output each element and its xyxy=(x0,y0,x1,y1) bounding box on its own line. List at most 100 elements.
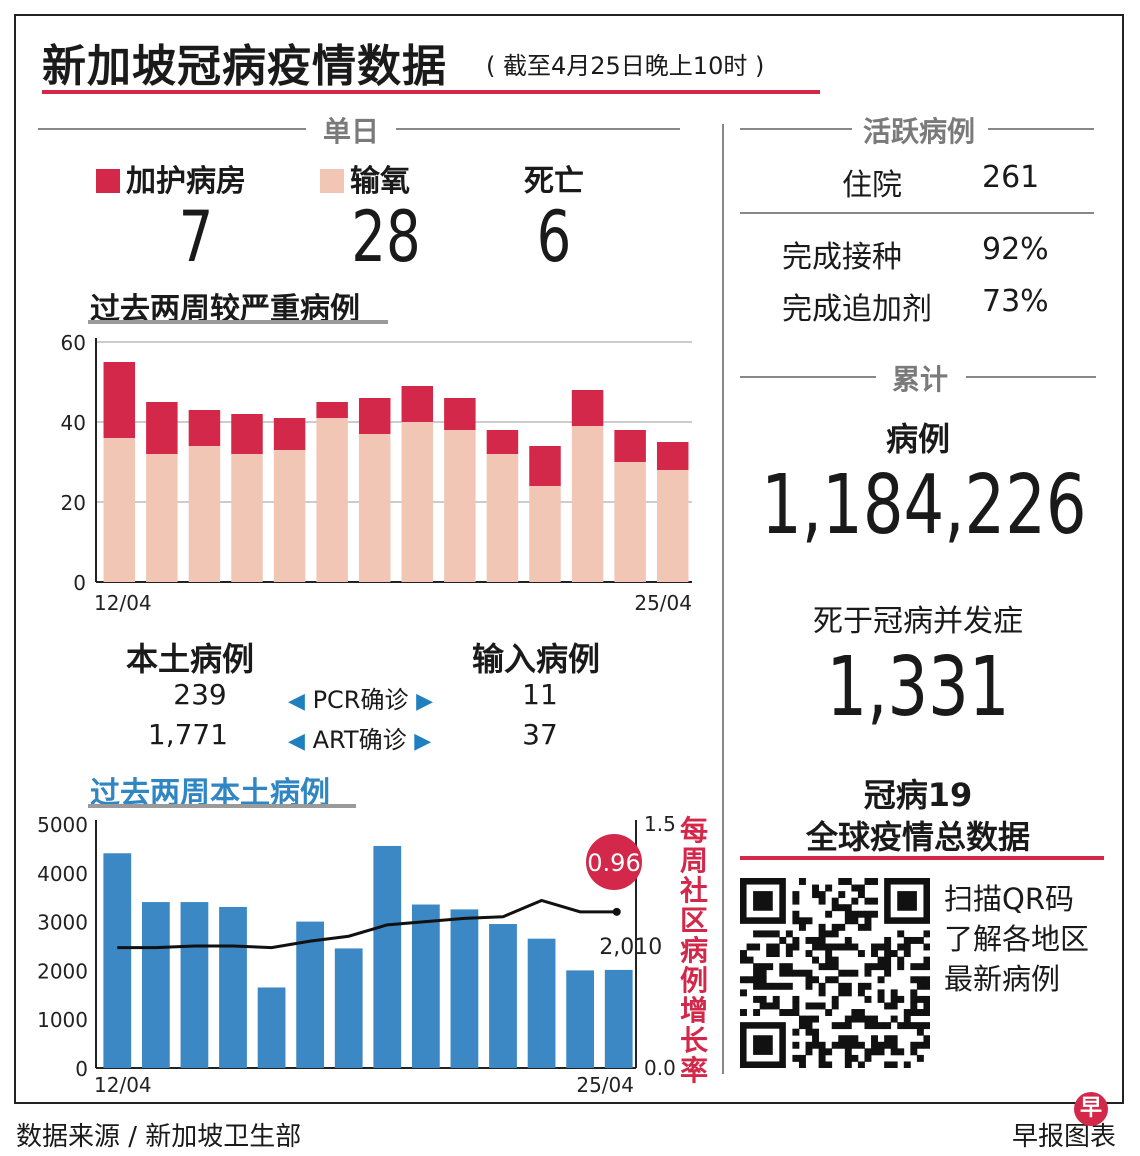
oxygen-legend: 输氧 xyxy=(320,156,410,200)
zaobao-logo-icon: 早 xyxy=(1074,1092,1108,1126)
icu-bar xyxy=(188,410,221,446)
local-cases-bar xyxy=(257,987,286,1068)
vaccination-value: 92% xyxy=(982,232,1049,267)
left-triangle-icon: ◀ xyxy=(288,689,305,714)
local-cases-bar xyxy=(141,902,170,1068)
local-cases-bar xyxy=(296,921,325,1068)
chart2-y-tick: 4000 xyxy=(37,862,88,886)
chart2-y-tick: 3000 xyxy=(37,911,88,935)
cumulative-cases-label: 病例 xyxy=(885,420,950,458)
icu-bar xyxy=(401,386,434,422)
chart1-x-end: 25/04 xyxy=(634,591,692,615)
growth-rate-label: 0.96 xyxy=(587,849,640,877)
vaccination-label: 完成接种 xyxy=(782,240,902,275)
last-bar-label: 2,010 xyxy=(599,935,662,960)
art-method: ◀ ART确诊 ▶ xyxy=(288,726,432,754)
local-cases-bar xyxy=(566,970,595,1068)
oxygen-bar xyxy=(188,446,221,582)
local-cases-bar xyxy=(489,924,517,1068)
oxygen-bar xyxy=(529,486,561,582)
oxygen-bar xyxy=(614,462,646,582)
import-pcr-value: 11 xyxy=(522,678,558,711)
graphic-credit: 早报图表 xyxy=(1012,1122,1117,1152)
cumulative-cases-value: 1,184,226 xyxy=(761,458,1087,553)
imported-cases-label: 输入病例 xyxy=(472,640,601,678)
oxygen-bar xyxy=(444,430,476,582)
active-rule-left xyxy=(740,128,852,130)
chart2-y-tick: 0 xyxy=(75,1057,88,1081)
icu-bar xyxy=(571,390,604,426)
chart1-title-underline xyxy=(88,320,388,324)
cumulative-rule-left xyxy=(740,376,876,378)
active-rule-right xyxy=(988,128,1094,130)
page-title: 新加坡冠病疫情数据 xyxy=(42,41,447,92)
icu-bar xyxy=(231,414,263,454)
chart2-x-start: 12/04 xyxy=(94,1073,152,1097)
local-cases-bar xyxy=(334,948,363,1068)
icu-bar xyxy=(486,430,519,454)
cumulative-rule-right xyxy=(966,376,1096,378)
chart2-y2-tick: 1.5 xyxy=(644,812,676,836)
icu-bar xyxy=(103,362,136,438)
local-pcr-value: 239 xyxy=(173,678,227,711)
right-triangle-icon: ▶ xyxy=(414,729,432,754)
growth-rate-bubble xyxy=(586,834,642,890)
infographic-frame xyxy=(14,14,1124,1104)
qr-code[interactable] xyxy=(740,878,930,1068)
growth-rate-last-point xyxy=(612,907,621,916)
oxygen-value: 28 xyxy=(351,196,421,278)
booster-value: 73% xyxy=(982,284,1049,319)
chart1-y-tick: 60 xyxy=(61,331,86,355)
global-line1: 冠病19 xyxy=(863,776,973,814)
icu-value: 7 xyxy=(178,196,214,278)
growth-rate-line xyxy=(117,898,619,950)
right-triangle-icon: ▶ xyxy=(416,689,434,714)
chart1-y-tick: 20 xyxy=(61,491,86,515)
chart2-y2-tick: 0.0 xyxy=(644,1056,676,1080)
oxygen-bar xyxy=(486,454,519,582)
local-cases-bar xyxy=(103,853,132,1068)
chart2-y-tick: 5000 xyxy=(37,813,88,837)
column-divider xyxy=(722,124,724,1074)
hospital-label: 住院 xyxy=(842,168,902,203)
page-subtitle: ( 截至4月25日晚上10时 ) xyxy=(486,52,765,80)
daily-rule-right xyxy=(396,128,680,130)
local-cases-bar xyxy=(373,845,402,1068)
icu-bar xyxy=(614,430,646,462)
local-cases-label: 本土病例 xyxy=(126,640,255,678)
icu-swatch xyxy=(96,169,120,193)
severe-cases-chart: 0 20 40 60 12/04 25/04 xyxy=(61,331,692,615)
chart2-y-tick: 2000 xyxy=(37,959,88,983)
oxygen-bar xyxy=(358,434,391,582)
chart2-y-tick: 1000 xyxy=(37,1008,88,1032)
qr-text-line3: 最新病例 xyxy=(944,962,1061,996)
deaths-value: 6 xyxy=(536,196,572,278)
global-line2: 全球疫情总数据 xyxy=(805,818,1030,856)
deaths-label: 死亡 xyxy=(524,164,584,199)
active-heading: 活跃病例 xyxy=(862,115,975,148)
daily-rule-left xyxy=(38,128,306,130)
icu-bar xyxy=(358,398,391,434)
daily-heading: 单日 xyxy=(322,115,379,148)
pcr-method: ◀ PCR确诊 ▶ xyxy=(288,686,434,714)
cumulative-deaths-label: 死于冠病并发症 xyxy=(813,604,1023,639)
active-separator xyxy=(740,212,1094,214)
title-underline xyxy=(42,90,820,94)
chart2-title-underline xyxy=(88,804,356,808)
left-triangle-icon: ◀ xyxy=(288,729,305,754)
oxygen-bar xyxy=(146,454,178,582)
qr-text-line2: 了解各地区 xyxy=(944,922,1090,956)
icu-bar xyxy=(529,446,561,486)
chart2-x-end: 25/04 xyxy=(576,1073,634,1097)
import-art-value: 37 xyxy=(522,718,558,751)
local-cases-bar xyxy=(219,906,247,1068)
chart1-y-tick: 0 xyxy=(73,571,86,595)
growth-rate-axis-label: 每周社区病例增长率 xyxy=(680,814,708,1087)
icu-bar xyxy=(273,418,306,450)
local-cases-bar xyxy=(527,938,556,1068)
qr-text-line1: 扫描QR码 xyxy=(944,882,1074,916)
chart1-y-tick: 40 xyxy=(61,411,86,435)
oxygen-bar xyxy=(401,422,434,582)
global-underline xyxy=(740,856,1104,860)
